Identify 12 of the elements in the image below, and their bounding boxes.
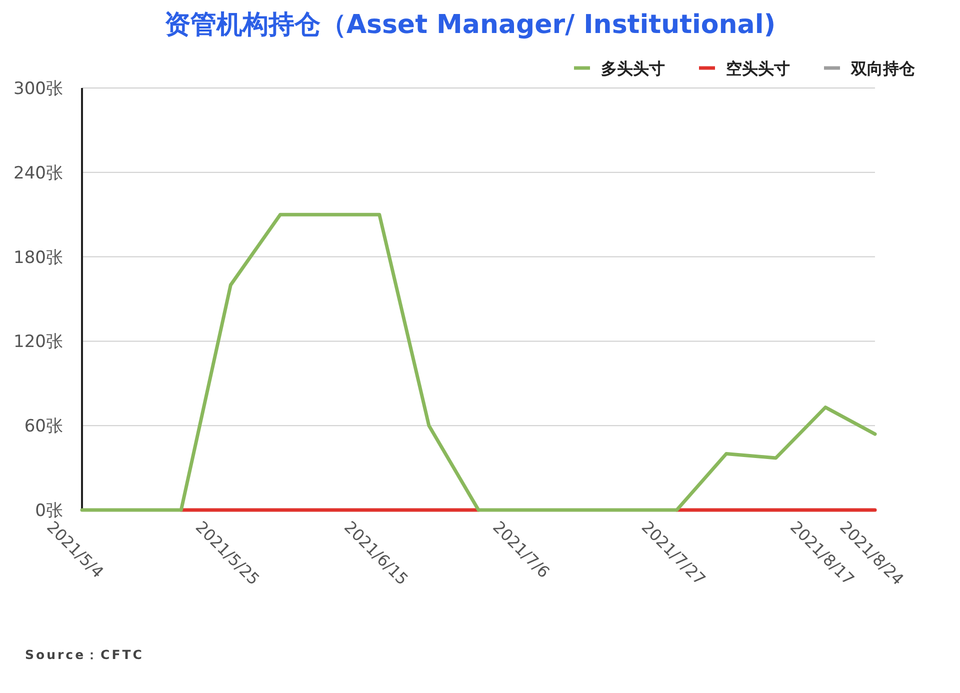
chart-title: 资管机构持仓（Asset Manager/ Institutional) [164,10,776,40]
line-series [80,212,877,512]
legend-label: 空头头寸 [726,59,790,78]
y-tick-label: 60张 [24,416,63,437]
y-tick-label: 240张 [14,163,63,184]
y-tick-label: 300张 [14,79,63,99]
legend-label: 双向持仓 [850,59,916,78]
legend-label: 多头头寸 [601,59,665,78]
y-tick-label: 120张 [14,332,63,352]
y-tick-label: 180张 [14,248,63,268]
source-note: Source：CFTC [25,647,144,662]
y-tick-label: 0张 [35,501,63,521]
